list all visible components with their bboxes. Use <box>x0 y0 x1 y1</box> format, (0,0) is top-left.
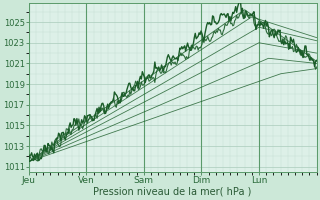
X-axis label: Pression niveau de la mer( hPa ): Pression niveau de la mer( hPa ) <box>93 187 252 197</box>
